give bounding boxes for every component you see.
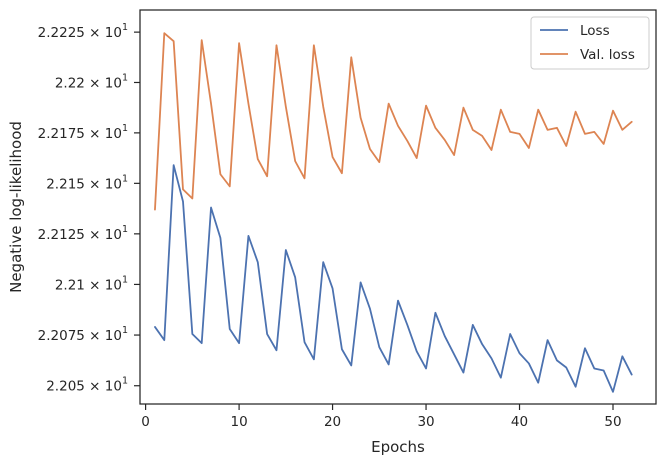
x-tick-label: 0: [141, 414, 150, 430]
x-axis: 0 10 20 30 40 50: [141, 404, 622, 430]
x-tick-label: 30: [417, 414, 434, 430]
y-tick-label: 2.2075 × 101: [38, 325, 128, 344]
x-tick-label: 10: [230, 414, 247, 430]
x-axis-label: Epochs: [371, 438, 425, 456]
plot-area: [154, 32, 633, 393]
y-tick-label: 2.22 × 101: [55, 72, 128, 91]
y-tick-label: 2.2125 × 101: [38, 224, 128, 243]
series-line-loss: [154, 164, 633, 393]
x-tick-label: 50: [604, 414, 621, 430]
y-tick-label: 2.215 × 101: [46, 173, 128, 192]
y-tick-label: 2.2225 × 101: [38, 22, 128, 41]
x-tick-label: 40: [511, 414, 528, 430]
y-tick-label: 2.205 × 101: [46, 376, 128, 395]
y-tick-label: 2.21 × 101: [55, 274, 128, 293]
axes-frame: [139, 9, 657, 405]
legend-label-loss: Loss: [580, 23, 610, 39]
y-axis-label: Negative log-likelihood: [7, 121, 25, 293]
legend: Loss Val. loss: [530, 16, 650, 70]
x-tick-label: 20: [324, 414, 341, 430]
series-line-val-loss: [154, 32, 633, 211]
legend-label-val-loss: Val. loss: [580, 47, 635, 63]
y-axis: 2.205 × 101 2.2075 × 101 2.21 × 101 2.2125 …: [38, 22, 140, 395]
y-tick-label: 2.2175 × 101: [38, 123, 128, 142]
